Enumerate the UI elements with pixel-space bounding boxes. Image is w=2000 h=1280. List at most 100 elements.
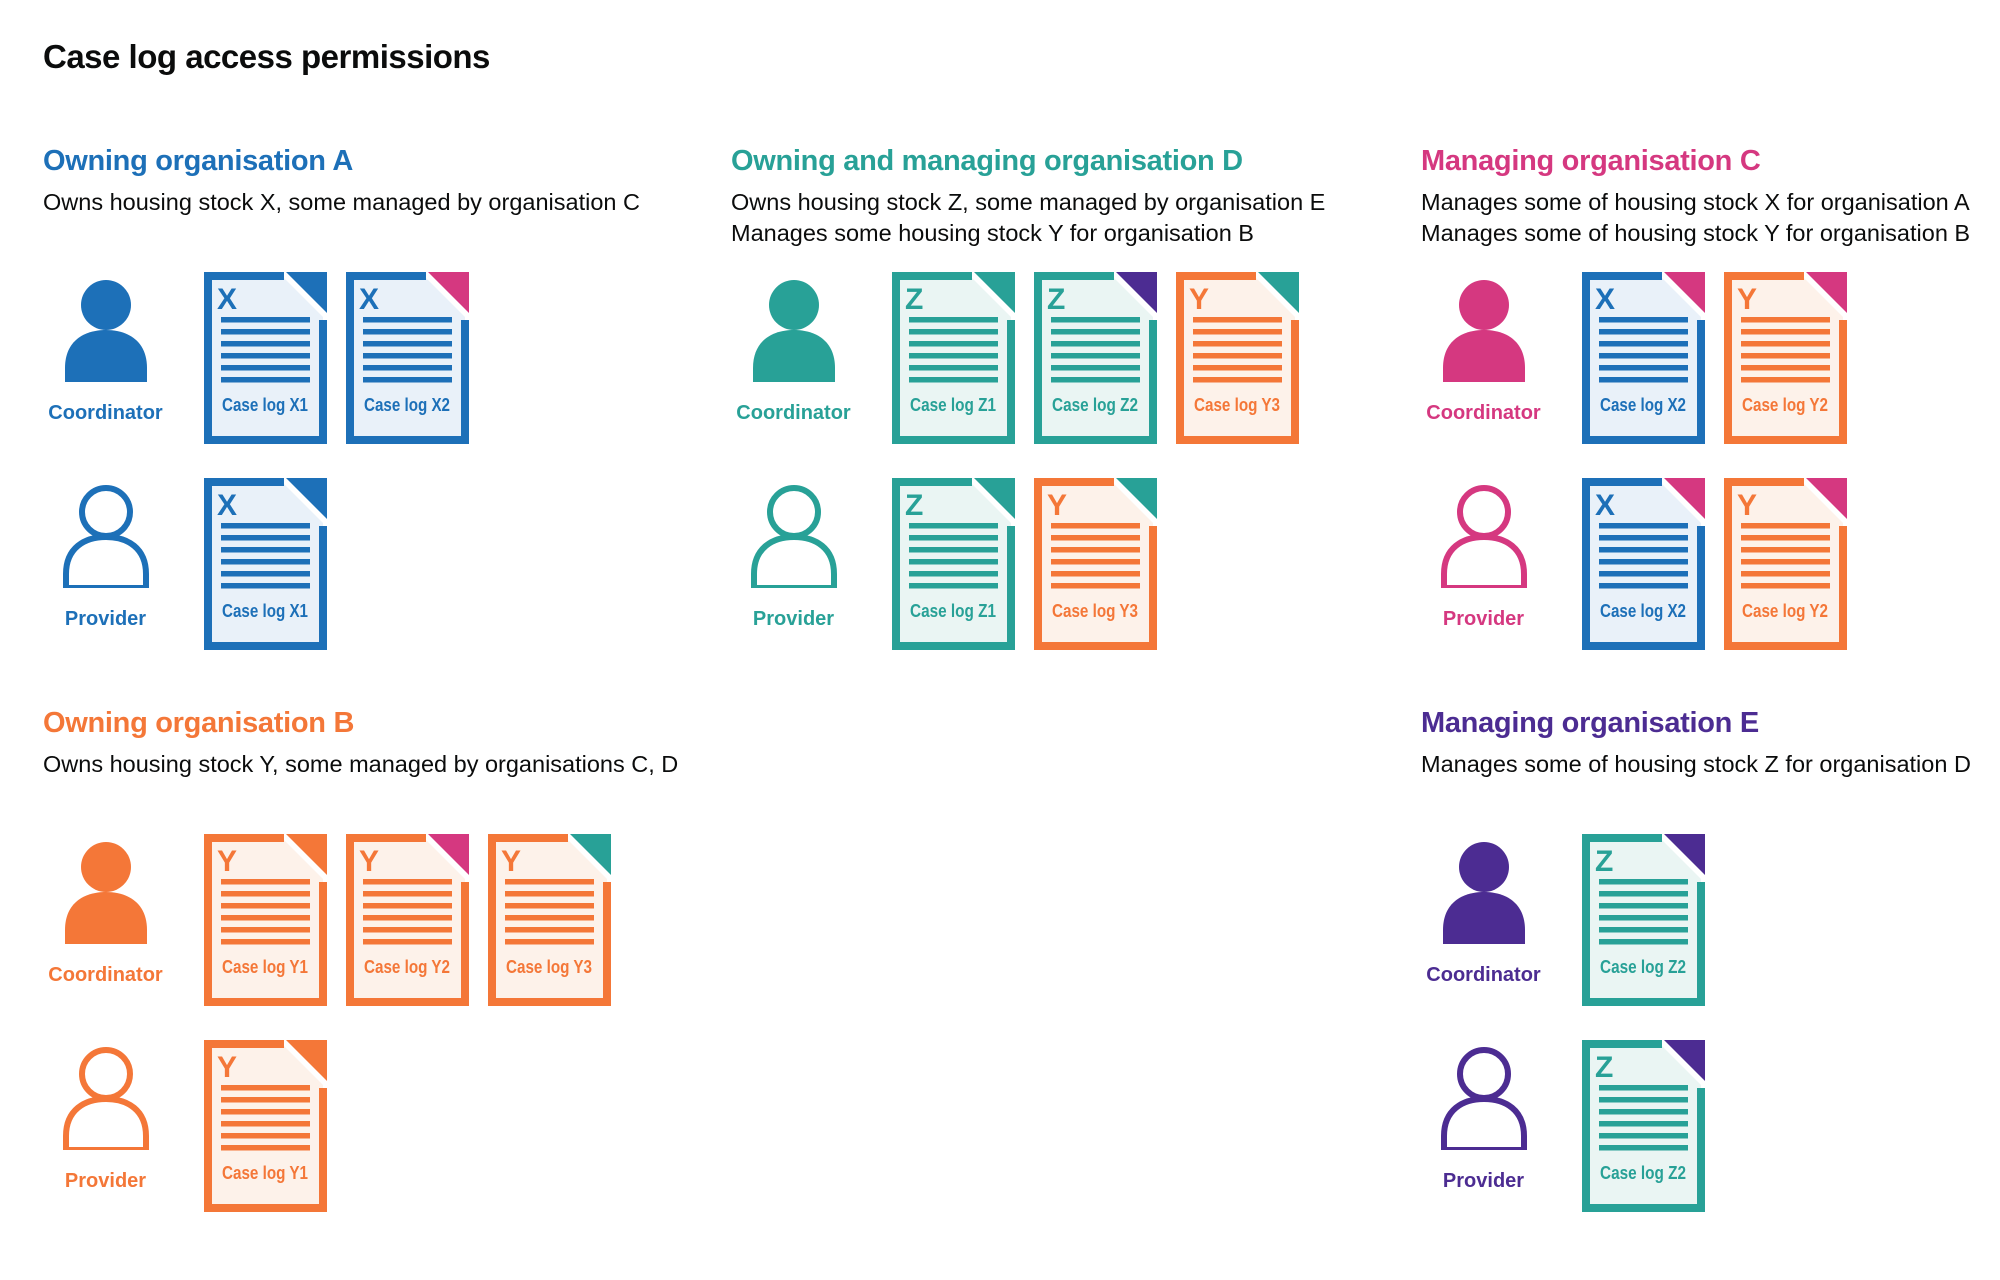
- org-title: Owning organisation B: [43, 707, 355, 739]
- org-description-line: Owns housing stock Y, some managed by or…: [43, 751, 679, 777]
- coordinator-row: Coordinator Z Case log Z2: [1421, 834, 2000, 1006]
- person-icon-holder: [62, 840, 150, 944]
- person-icon-holder: [62, 278, 150, 382]
- doc-label: Case log Y3: [1194, 395, 1280, 415]
- case-log-doc: Y Case log Y3: [1034, 478, 1157, 650]
- person-icon-holder: [1440, 840, 1528, 944]
- person-block: Coordinator: [43, 272, 168, 425]
- coordinator-person-icon: [1442, 842, 1525, 944]
- folded-corner-icon: [1664, 478, 1705, 519]
- case-log-docs: Z Case log Z2: [1582, 834, 1705, 1006]
- org-title: Owning and managing organisation D: [731, 145, 1243, 177]
- org-description: Owns housing stock Y, some managed by or…: [43, 749, 679, 834]
- folded-corner-icon: [428, 834, 469, 875]
- folded-corner-icon: [286, 478, 327, 519]
- folded-corner-icon: [1116, 478, 1157, 519]
- doc-text-lines-icon: [1599, 1085, 1688, 1151]
- doc-border: [346, 272, 469, 444]
- doc-text-lines-icon: [909, 317, 998, 383]
- org-description-line: Manages some of housing stock Z for orga…: [1421, 751, 1971, 777]
- doc-text-lines-icon: [221, 523, 310, 589]
- case-log-docs: X Case log X1 X Case log X2: [204, 272, 469, 444]
- role-label: Coordinator: [736, 402, 851, 424]
- provider-person-icon: [62, 1047, 149, 1150]
- role-label: Coordinator: [1426, 402, 1541, 424]
- org-section: Owning organisation B Owns housing stock…: [43, 707, 679, 1212]
- person-icon-holder: [750, 278, 838, 382]
- doc-label: Case log Y1: [222, 957, 308, 977]
- doc-label: Case log X2: [1600, 601, 1686, 621]
- provider-person-icon: [1440, 485, 1527, 588]
- folded-corner-icon: [974, 478, 1015, 519]
- folded-corner-icon: [1806, 478, 1847, 519]
- role-label: Provider: [752, 608, 835, 630]
- case-log-doc: X Case log X2: [1582, 272, 1705, 444]
- org-description: Manages some of housing stock X for orga…: [1421, 187, 2000, 272]
- case-log-docs: Z Case log Z2: [1582, 1040, 1705, 1212]
- org-description-line: Owns housing stock Z, some managed by or…: [731, 189, 1326, 215]
- provider-row: Provider Z Case log Z2: [1421, 1040, 2000, 1212]
- doc-label: Case log Z2: [1052, 395, 1138, 415]
- person-icon-holder: [1440, 1046, 1528, 1150]
- doc-stock-letter: Y: [1737, 489, 1757, 522]
- case-log-doc: Y Case log Y2: [1724, 478, 1847, 650]
- doc-text-lines-icon: [363, 317, 452, 383]
- case-log-doc: X Case log X2: [1582, 478, 1705, 650]
- doc-border: [1034, 478, 1157, 650]
- doc-text-lines-icon: [909, 523, 998, 589]
- doc-border: [1724, 478, 1847, 650]
- folded-corner-icon: [286, 1040, 327, 1081]
- doc-label: Case log X1: [222, 601, 308, 621]
- doc-border: [1582, 272, 1705, 444]
- doc-text-lines-icon: [1599, 879, 1688, 945]
- coordinator-row: Coordinator X Case log X2 Y Case log: [1421, 272, 2000, 444]
- org-description: Owns housing stock X, some managed by or…: [43, 187, 663, 272]
- doc-label: Case log Y1: [222, 1163, 308, 1183]
- doc-border: [1582, 834, 1705, 1006]
- provider-row: Provider Z Case log Z1 Y Case log Y3: [731, 478, 1351, 650]
- person-block: Coordinator: [731, 272, 856, 425]
- doc-label: Case log Z2: [1600, 1163, 1686, 1183]
- folded-corner-icon: [286, 272, 327, 313]
- doc-label: Case log Z2: [1600, 957, 1686, 977]
- doc-stock-letter: Y: [1047, 489, 1067, 522]
- doc-text-lines-icon: [1741, 317, 1830, 383]
- doc-text-lines-icon: [221, 1085, 310, 1151]
- role-label: Coordinator: [48, 402, 163, 424]
- doc-label: Case log Y3: [1052, 601, 1138, 621]
- coordinator-person-icon: [64, 280, 147, 382]
- coordinator-person-icon: [752, 280, 835, 382]
- case-log-doc: X Case log X1: [204, 272, 327, 444]
- doc-border: [1176, 272, 1299, 444]
- doc-text-lines-icon: [1051, 317, 1140, 383]
- role-label: Provider: [1442, 608, 1525, 630]
- org-rows: Coordinator Z Case log Z1 Z Case log: [731, 272, 1351, 650]
- person-block: Provider: [1421, 1040, 1546, 1193]
- org-rows: Coordinator X Case log X1 X Case log: [43, 272, 663, 650]
- org-section: Owning and managing organisation D Owns …: [731, 145, 1351, 650]
- org-description: Manages some of housing stock Z for orga…: [1421, 749, 2000, 834]
- doc-border: [1034, 272, 1157, 444]
- doc-stock-letter: X: [217, 283, 237, 316]
- doc-border: [204, 272, 327, 444]
- case-log-docs: Y Case log Y1 Y Case log Y2 Y: [204, 834, 611, 1006]
- org-title: Managing organisation E: [1421, 707, 1759, 739]
- doc-stock-letter: Y: [217, 1051, 237, 1084]
- org-description-line: Manages some of housing stock Y for orga…: [1421, 220, 1971, 246]
- doc-label: Case log X2: [364, 395, 450, 415]
- org-description-line: Owns housing stock X, some managed by or…: [43, 189, 640, 215]
- doc-stock-letter: X: [217, 489, 237, 522]
- doc-stock-letter: Z: [1595, 1051, 1613, 1084]
- case-log-doc: Z Case log Z1: [892, 272, 1015, 444]
- doc-border: [346, 834, 469, 1006]
- case-log-docs: Z Case log Z1 Y Case log Y3: [892, 478, 1157, 650]
- doc-stock-letter: Y: [501, 845, 521, 878]
- case-log-doc: Z Case log Z2: [1582, 1040, 1705, 1212]
- page-title: Case log access permissions: [43, 38, 490, 75]
- doc-label: Case log X2: [1600, 395, 1686, 415]
- coordinator-row: Coordinator Y Case log Y1 Y Case log: [43, 834, 663, 1006]
- doc-border: [1582, 478, 1705, 650]
- org-section: Managing organisation E Manages some of …: [1421, 707, 2000, 1212]
- case-log-doc: Y Case log Y3: [1176, 272, 1299, 444]
- case-log-docs: X Case log X2 Y Case log Y2: [1582, 478, 1847, 650]
